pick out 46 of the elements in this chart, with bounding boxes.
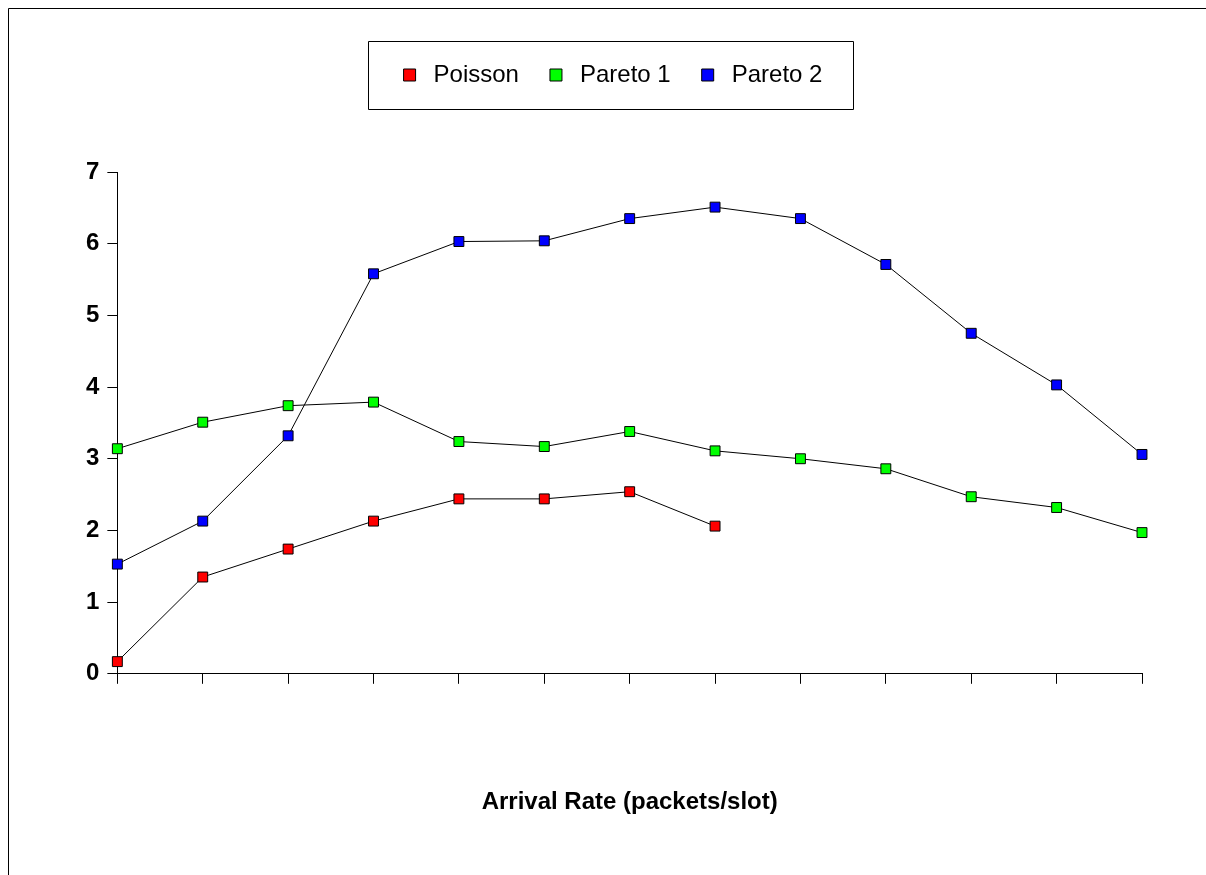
- point: [538, 493, 550, 505]
- y-tick-label: 3: [85, 443, 100, 471]
- point: [1136, 527, 1148, 539]
- point: [624, 486, 636, 498]
- y-tick-label: 6: [85, 228, 100, 256]
- point: [111, 656, 123, 668]
- point: [197, 416, 209, 428]
- point: [1051, 379, 1063, 391]
- y-tick-label: 0: [85, 658, 100, 686]
- legend-label: Pareto 2: [731, 59, 823, 87]
- point: [368, 268, 379, 280]
- point: [795, 213, 806, 225]
- point: [368, 396, 379, 408]
- x-axis-title: Arrival Rate (packets/slot): [481, 787, 778, 815]
- point: [538, 441, 550, 453]
- point: [111, 443, 123, 455]
- point: [538, 235, 550, 247]
- point: [965, 491, 977, 503]
- point: [709, 201, 721, 213]
- point: [965, 327, 977, 339]
- y-tick-label: 1: [85, 586, 100, 614]
- y-tick-label: 7: [85, 156, 100, 184]
- legend-label: Pareto 1: [579, 59, 671, 87]
- point: [624, 213, 636, 225]
- point: [282, 430, 294, 442]
- point: [197, 571, 209, 583]
- point: [111, 558, 123, 570]
- y-tick-label: 2: [85, 515, 100, 543]
- point: [368, 515, 379, 527]
- legend-label: Poisson: [433, 59, 519, 87]
- point: [624, 426, 636, 437]
- point: [197, 515, 209, 527]
- y-tick-label: 4: [85, 371, 100, 399]
- point: [453, 436, 465, 447]
- point: [1136, 448, 1148, 460]
- point: [709, 445, 721, 457]
- point: [795, 453, 806, 465]
- point: [453, 493, 465, 505]
- point: [453, 236, 465, 247]
- point: [282, 543, 294, 555]
- y-tick-label: 5: [85, 300, 100, 327]
- point: [282, 400, 294, 412]
- point: [709, 520, 721, 532]
- point: [880, 463, 892, 475]
- point: [1051, 502, 1063, 513]
- point: [880, 259, 892, 270]
